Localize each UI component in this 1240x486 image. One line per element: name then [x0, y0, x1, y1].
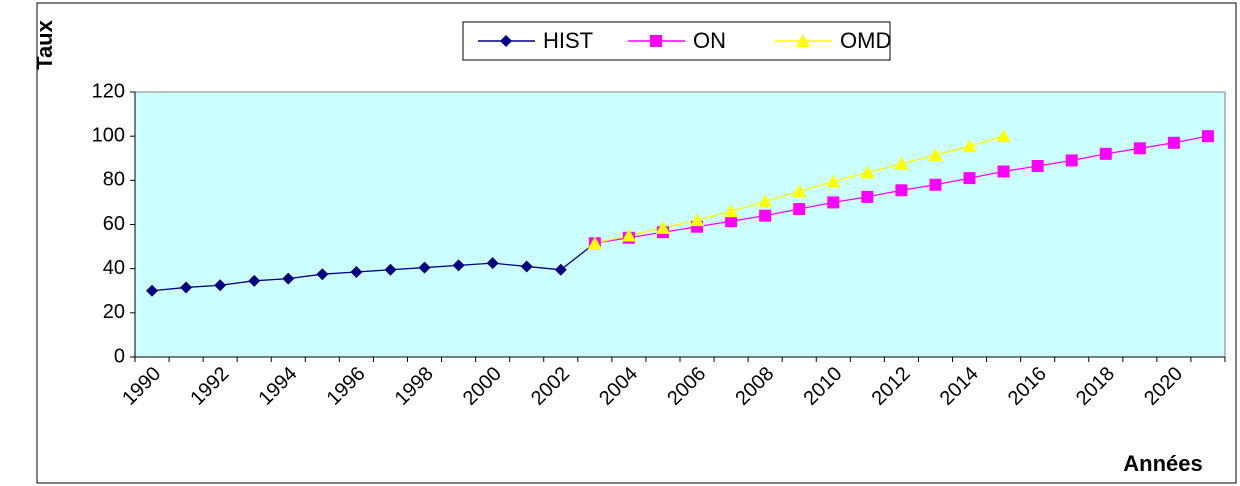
legend-marker: [650, 35, 662, 47]
data-point: [1133, 142, 1146, 155]
data-point: [895, 184, 908, 197]
data-point: [621, 228, 636, 242]
data-point: [146, 284, 159, 297]
data-point: [860, 165, 875, 179]
y-tick-label: 60: [103, 213, 125, 235]
data-point: [997, 165, 1010, 178]
y-tick-label: 40: [103, 257, 125, 279]
data-point: [759, 209, 772, 222]
y-axis-title: Taux: [32, 19, 57, 69]
data-point: [1099, 147, 1112, 160]
y-tick-label: 80: [103, 169, 125, 191]
data-point: [929, 178, 942, 191]
data-point: [350, 265, 363, 278]
data-point: [758, 194, 773, 208]
data-point: [894, 156, 909, 170]
data-point: [793, 203, 806, 216]
legend-marker: [796, 34, 810, 47]
data-point: [282, 272, 295, 285]
data-point: [827, 196, 840, 209]
y-tick-label: 20: [103, 301, 125, 323]
data-point: [655, 220, 670, 234]
data-point: [587, 236, 602, 250]
data-point: [792, 184, 807, 198]
y-tick-label: 120: [92, 80, 125, 102]
data-point: [928, 147, 943, 161]
legend-marker: [500, 35, 512, 47]
data-point: [554, 263, 567, 276]
y-tick-label: 100: [92, 124, 125, 146]
data-point: [1031, 159, 1044, 172]
data-point: [384, 263, 397, 276]
data-point: [520, 260, 533, 273]
legend-label: HIST: [543, 28, 593, 53]
data-point: [1065, 154, 1078, 167]
data-point: [248, 274, 261, 287]
data-point: [1167, 136, 1180, 149]
x-axis-title: Années: [1123, 451, 1202, 476]
series-line: [151, 242, 596, 292]
data-point: [963, 172, 976, 185]
data-point: [1201, 130, 1214, 143]
legend-label: ON: [693, 28, 726, 53]
data-point: [316, 268, 329, 281]
data-point: [725, 215, 738, 228]
data-point: [861, 190, 874, 203]
y-tick-label: 0: [114, 345, 125, 367]
data-point: [214, 279, 227, 292]
data-point: [180, 281, 193, 294]
data-point: [486, 257, 499, 270]
legend-label: OMD: [840, 28, 891, 53]
data-point: [962, 139, 977, 153]
data-point: [996, 129, 1011, 143]
data-point: [826, 174, 841, 188]
data-point: [452, 259, 465, 272]
data-point: [418, 261, 431, 274]
data-point: [690, 213, 705, 227]
data-point: [724, 204, 739, 218]
